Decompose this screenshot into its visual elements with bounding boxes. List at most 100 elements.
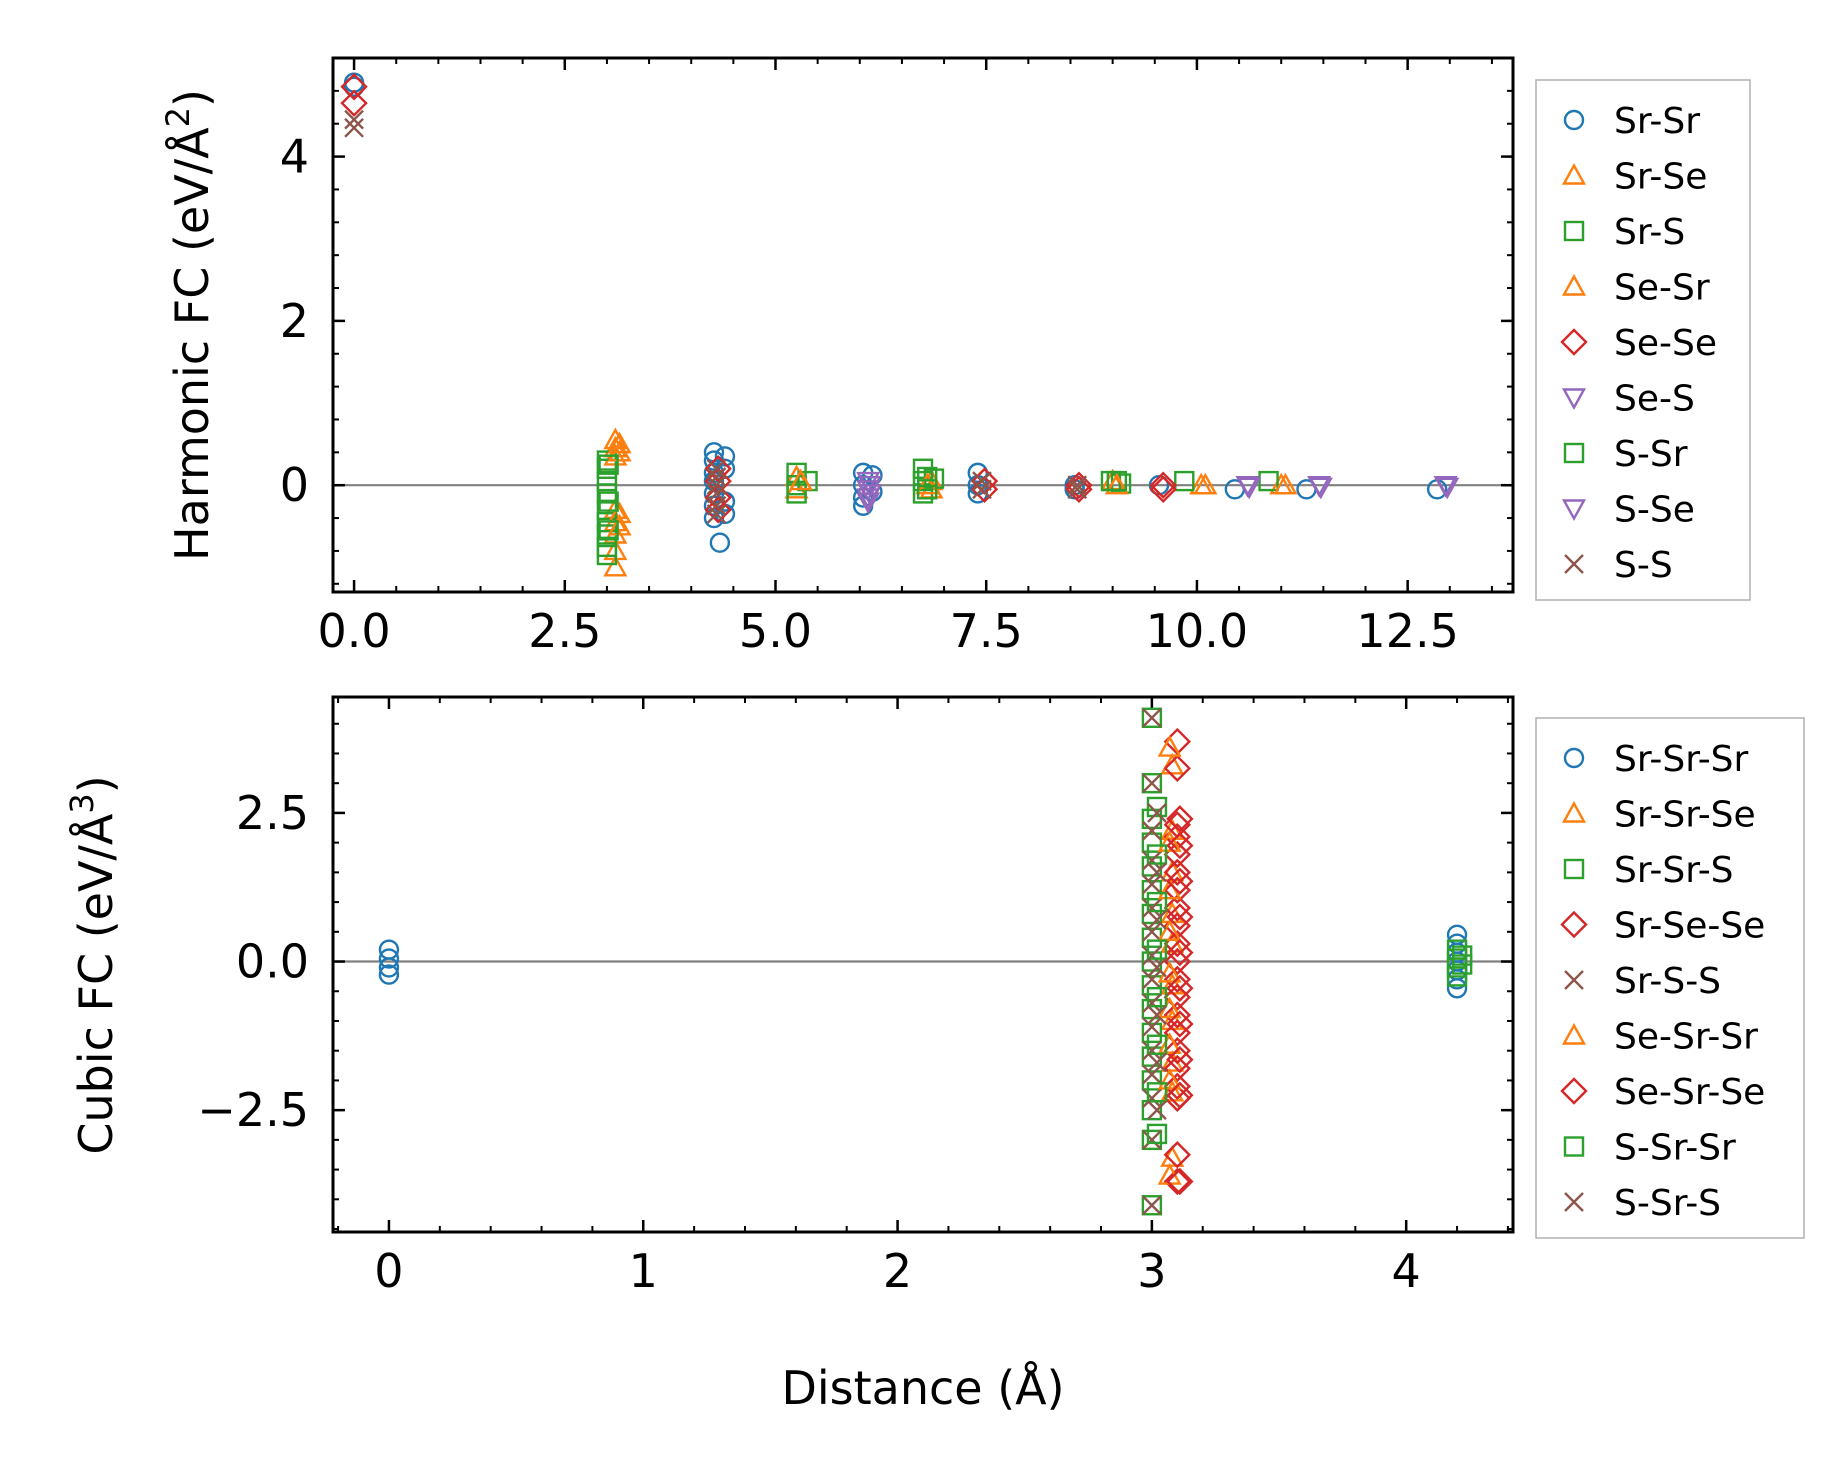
cubic-point-sr-sr-s: [1141, 856, 1163, 877]
cubic-point-sr-s-s: [1142, 1195, 1162, 1216]
cubic-point-se-sr-sr: [1157, 1067, 1182, 1090]
cubic-legend-label-sr-se-se: Sr-Se-Se: [1614, 906, 1765, 947]
harmonic-point-se-sr: [1193, 472, 1218, 495]
cubic-point-sr-se-se: [1163, 1036, 1192, 1065]
cubic-point-sr-sr-s: [1141, 1129, 1163, 1151]
cubic-x-tick-label: 0: [374, 1244, 403, 1298]
cubic-point-s-sr-sr: [1146, 939, 1168, 960]
harmonic-marks: 0.0 2.5 5.0 7.5 10.0 12.5 0 2 4: [280, 57, 1513, 658]
harmonic-point-s-se: [857, 484, 882, 506]
harmonic-point-sr-s: [596, 544, 618, 566]
cubic-legend-frame: [1535, 717, 1805, 1239]
cubic-point-s-sr-s: [1147, 1005, 1167, 1025]
cubic-point-s-sr-sr: [1146, 1082, 1168, 1103]
harmonic-series-sr-sr: [343, 72, 1448, 553]
harmonic-point-s-sr: [917, 479, 938, 500]
cubic-point-sr-sr-s: [1141, 1022, 1163, 1044]
cubic-point-sr-sr-sr: [1446, 978, 1468, 999]
harmonic-y-label-sup: 2: [159, 107, 197, 127]
harmonic-point-sr-s: [1174, 470, 1195, 492]
cubic-series-sr-s-s: [1142, 707, 1162, 1216]
cubic-legend-marker-s-sr-s: [1564, 1192, 1584, 1212]
cubic-plot-frame: [331, 695, 1515, 1234]
harmonic-series-s-se: [857, 476, 1460, 506]
harmonic-x-tick-label: 12.5: [1356, 604, 1458, 658]
cubic-point-se-sr-se: [1166, 831, 1194, 860]
harmonic-point-sr-sr: [709, 532, 731, 553]
cubic-point-sr-sr-sr: [378, 957, 400, 978]
harmonic-plot-frame: [331, 56, 1515, 594]
cubic-point-se-sr-sr: [1157, 919, 1182, 942]
cubic-y-label-end: ): [69, 775, 123, 793]
harmonic-y-label-main: Harmonic FC (eV/Å: [165, 127, 219, 561]
harmonic-point-se-se: [1149, 471, 1177, 499]
cubic-y-label-main: Cubic FC (eV/Å: [69, 813, 123, 1155]
harmonic-point-sr-sr: [714, 446, 736, 467]
cubic-point-s-sr-sr: [1146, 796, 1168, 818]
harmonic-point-sr-se: [603, 554, 628, 577]
harmonic-point-sr-sr: [343, 76, 365, 97]
cubic-series-se-sr-se: [1166, 805, 1194, 1196]
harmonic-point-se-sr: [1273, 472, 1298, 495]
cubic-legend-marker-sr-s-s: [1564, 970, 1584, 990]
x-axis-label: Distance (Å): [781, 1361, 1064, 1415]
cubic-x-tick-label: 4: [1392, 1244, 1421, 1298]
cubic-y-label-sup: 3: [63, 793, 101, 813]
cubic-point-se-sr-se: [1166, 938, 1194, 967]
cubic-y-tick-label: −2.5: [197, 1083, 309, 1137]
harmonic-point-s-s: [706, 467, 727, 487]
harmonic-x-tick-label: 5.0: [739, 604, 812, 658]
cubic-point-s-sr-sr: [1146, 1034, 1168, 1055]
cubic-point-se-sr-se: [1166, 974, 1194, 1002]
harmonic-point-s-s: [972, 479, 992, 500]
cubic-point-sr-sr-s: [1141, 808, 1163, 830]
cubic-legend-label-sr-sr-sr: Sr-Sr-Sr: [1614, 739, 1749, 780]
harmonic-point-s-s: [972, 471, 992, 491]
harmonic-legend-marker-sr-sr: [1563, 109, 1585, 131]
cubic-point-se-sr-se: [1166, 805, 1194, 833]
harmonic-point-se-sr: [1104, 472, 1129, 495]
harmonic-legend-marker-s-sr: [1563, 442, 1585, 464]
cubic-point-sr-se-se: [1163, 1141, 1192, 1169]
cubic-point-se-sr-se: [1166, 1010, 1194, 1038]
cubic-legend-marker-s-sr-sr: [1563, 1136, 1585, 1157]
cubic-point-sr-s-s: [1142, 921, 1162, 942]
cubic-point-sr-se-se: [1163, 1167, 1192, 1196]
harmonic-series-s-s: [344, 109, 1088, 524]
cubic-series-s-sr-s: [1147, 803, 1167, 1120]
harmonic-point-se-sr: [607, 431, 632, 454]
cubic-point-se-sr-sr: [1157, 1032, 1182, 1054]
harmonic-legend-label-sr-se: Sr-Se: [1614, 157, 1707, 198]
harmonic-point-sr-s: [596, 458, 618, 479]
cubic-x-tick-label: 2: [883, 1244, 912, 1298]
cubic-point-sr-sr-s: [1141, 1195, 1163, 1216]
harmonic-point-s-s: [706, 495, 727, 516]
harmonic-point-se-se: [704, 483, 732, 512]
cubic-point-s-sr-s: [1147, 957, 1167, 978]
harmonic-point-s-sr: [1106, 470, 1128, 492]
cubic-point-sr-s-s: [1142, 1017, 1162, 1037]
cubic-point-s-sr-s: [1147, 803, 1167, 823]
harmonic-point-se-sr: [607, 501, 632, 524]
cubic-point-sr-sr-s: [1141, 832, 1163, 853]
harmonic-point-s-s: [706, 475, 727, 496]
harmonic-legend-label-se-s: Se-S: [1614, 379, 1695, 420]
harmonic-point-se-sr: [607, 439, 632, 462]
cubic-point-sr-sr-s: [1141, 1046, 1163, 1067]
harmonic-y-axis-label: Harmonic FC (eV/Å2): [159, 89, 219, 561]
harmonic-y-tick-label: 0: [280, 458, 309, 512]
harmonic-legend-label-se-se: Se-Se: [1614, 323, 1717, 364]
cubic-point-sr-s-s: [1142, 1040, 1162, 1061]
cubic-point-sr-se-se: [1163, 894, 1192, 922]
cubic-legend-label-s-sr-sr: S-Sr-Sr: [1614, 1128, 1736, 1169]
cubic-point-sr-sr-s: [1141, 1070, 1163, 1091]
harmonic-point-sr-s: [596, 470, 618, 492]
cubic-point-s-sr-s: [1147, 1052, 1167, 1073]
cubic-point-sr-s-s: [1142, 707, 1162, 728]
harmonic-fc-panel: 0.0 2.5 5.0 7.5 10.0 12.5 0 2 4 Harmonic FC (eV/…: [159, 56, 1515, 658]
harmonic-point-s-s: [706, 458, 727, 479]
harmonic-legend-label-sr-s: Sr-S: [1614, 212, 1685, 253]
harmonic-point-s-se: [1237, 477, 1262, 500]
cubic-point-sr-s-s: [1142, 850, 1162, 871]
cubic-point-sr-sr-s: [1141, 998, 1163, 1020]
